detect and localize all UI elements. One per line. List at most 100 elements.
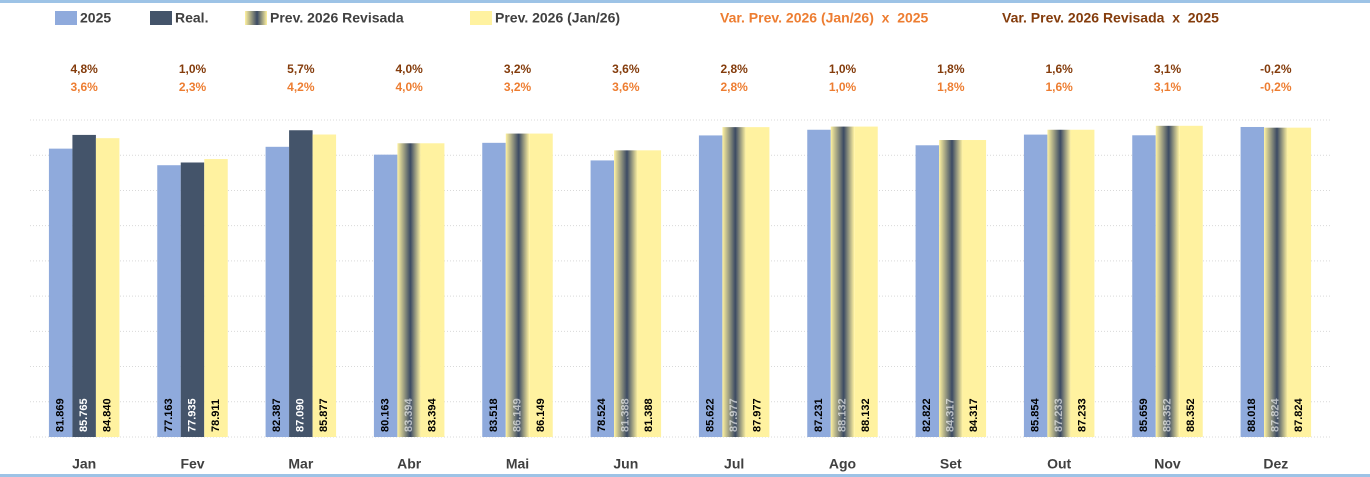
value-label: 86.149	[511, 398, 523, 432]
value-label: 87.977	[752, 398, 764, 432]
bar	[48, 148, 73, 437]
bar	[1179, 125, 1203, 437]
bar	[939, 140, 963, 437]
x-tick-label: Ago	[829, 456, 856, 472]
value-label: 77.163	[163, 398, 175, 432]
bar	[1070, 129, 1095, 438]
bar	[915, 145, 940, 437]
x-tick-label: Fev	[180, 456, 204, 472]
legend-label: Var. Prev. 2026 (Jan/26) x 2025	[720, 10, 929, 26]
variation-label: 2,8%	[720, 62, 748, 76]
value-label: 87.824	[1270, 397, 1282, 432]
bar	[830, 126, 855, 437]
value-label: 77.935	[186, 398, 198, 432]
variation-label: 1,0%	[179, 62, 207, 76]
legend-swatch	[245, 11, 267, 25]
bar	[807, 129, 831, 437]
variation-label: 3,6%	[612, 80, 640, 94]
value-label: 78.911	[210, 399, 222, 432]
variation-label: 1,0%	[829, 80, 857, 94]
value-label: 82.822	[921, 398, 933, 432]
bar	[397, 143, 421, 437]
bar	[72, 134, 96, 437]
legend-label: Var. Prev. 2026 Revisada x 2025	[1002, 10, 1219, 26]
value-label: 88.132	[860, 398, 872, 432]
value-label: 88.018	[1246, 398, 1258, 432]
x-tick-label: Dez	[1263, 456, 1288, 472]
variation-label: 4,8%	[70, 62, 98, 76]
variation-label: 3,1%	[1154, 62, 1182, 76]
variation-label: 2,8%	[720, 80, 748, 94]
variation-label: -0,2%	[1260, 62, 1292, 76]
variation-label: 5,7%	[287, 62, 315, 76]
value-label: 87.824	[1293, 397, 1305, 432]
bar	[1264, 127, 1288, 437]
variation-label: 1,0%	[829, 62, 857, 76]
value-label: 85.877	[318, 398, 330, 432]
value-label: 85.854	[1030, 397, 1042, 432]
bar	[312, 134, 337, 437]
bar	[420, 143, 445, 437]
x-tick-label: Jul	[724, 456, 744, 472]
bar	[1132, 135, 1156, 437]
bar	[265, 146, 290, 437]
legend-label: Real.	[175, 10, 208, 26]
variation-label: 3,6%	[70, 80, 98, 94]
value-label: 85.765	[78, 398, 90, 432]
bottom-border	[0, 474, 1370, 477]
x-tick-label: Nov	[1154, 456, 1181, 472]
bar	[1155, 125, 1180, 437]
bar	[1023, 134, 1048, 437]
variation-label: -0,2%	[1260, 80, 1292, 94]
bar	[95, 138, 120, 437]
x-tick-label: Mai	[506, 456, 529, 472]
x-tick-label: Abr	[397, 456, 422, 472]
bar	[614, 150, 638, 437]
variation-label: 4,0%	[395, 62, 423, 76]
value-label: 85.659	[1138, 398, 1150, 432]
value-label: 87.090	[295, 398, 307, 432]
bar	[482, 142, 506, 437]
x-tick-label: Jan	[72, 456, 96, 472]
legend-swatch	[150, 11, 172, 25]
x-tick-label: Mar	[288, 456, 313, 472]
value-label: 84.840	[102, 398, 114, 432]
bar	[698, 135, 723, 437]
x-tick-label: Jun	[613, 456, 638, 472]
value-label: 86.149	[535, 398, 547, 432]
value-label: 87.977	[728, 398, 740, 432]
variation-label: 4,0%	[395, 80, 423, 94]
legend-label: 2025	[80, 10, 111, 26]
bar	[204, 159, 228, 437]
value-label: 88.352	[1161, 398, 1173, 432]
variation-label: 3,2%	[504, 62, 532, 76]
bar	[962, 140, 987, 437]
legend-label: Prev. 2026 (Jan/26)	[495, 10, 620, 26]
variation-label: 4,2%	[287, 80, 315, 94]
bar	[590, 160, 615, 437]
value-label: 85.622	[705, 398, 717, 432]
bar	[637, 150, 662, 437]
bar	[289, 130, 313, 437]
x-tick-label: Out	[1047, 456, 1071, 472]
legend-label: Prev. 2026 Revisada	[270, 10, 404, 26]
variation-label: 1,8%	[937, 80, 965, 94]
value-label: 78.524	[596, 397, 608, 432]
variation-label: 3,2%	[504, 80, 532, 94]
value-label: 88.132	[836, 398, 848, 432]
value-label: 81.388	[643, 398, 655, 432]
value-label: 87.231	[813, 398, 825, 432]
variation-label: 1,8%	[937, 62, 965, 76]
value-label: 83.518	[488, 398, 500, 432]
variation-label: 3,6%	[612, 62, 640, 76]
value-label: 83.394	[403, 397, 415, 432]
value-label: 84.317	[968, 398, 980, 432]
top-border	[0, 0, 1370, 3]
variation-label: 3,1%	[1154, 80, 1182, 94]
bar	[745, 127, 770, 437]
bar	[722, 127, 746, 437]
bar	[854, 126, 878, 437]
bar	[505, 133, 530, 437]
value-label: 81.388	[620, 398, 632, 432]
variation-label: 1,6%	[1045, 80, 1073, 94]
